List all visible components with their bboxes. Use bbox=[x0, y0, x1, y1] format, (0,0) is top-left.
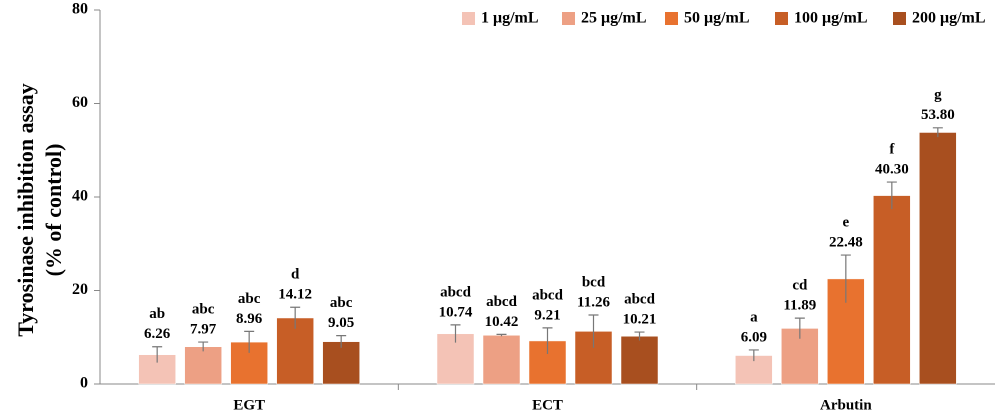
bar bbox=[873, 195, 911, 385]
legend-swatch bbox=[775, 12, 788, 25]
bar bbox=[276, 317, 314, 385]
error-bar bbox=[290, 306, 301, 329]
significance-letter: abcd bbox=[624, 291, 656, 307]
error-bar bbox=[244, 330, 255, 353]
value-label: 8.96 bbox=[236, 311, 263, 327]
value-label: 11.89 bbox=[783, 298, 816, 314]
error-bar bbox=[152, 346, 163, 363]
error-bar bbox=[198, 341, 209, 352]
legend-swatch bbox=[562, 12, 575, 25]
y-tick-label: 0 bbox=[80, 375, 88, 392]
legend-swatch bbox=[893, 12, 906, 25]
bar bbox=[322, 341, 360, 385]
bar bbox=[620, 336, 659, 385]
value-label: 7.97 bbox=[190, 322, 217, 338]
error-bar bbox=[634, 331, 645, 341]
y-axis-title: Tyrosinase inhibition assay bbox=[13, 83, 38, 336]
legend-swatch bbox=[462, 12, 475, 25]
error-bar bbox=[748, 349, 759, 362]
y-tick-label: 80 bbox=[72, 1, 88, 18]
y-axis-title: (% of control) bbox=[41, 144, 66, 277]
significance-letter: abc bbox=[238, 291, 261, 307]
error-bar bbox=[588, 314, 599, 348]
bar bbox=[919, 132, 957, 385]
significance-letter: d bbox=[291, 267, 300, 283]
error-bar bbox=[496, 333, 507, 337]
significance-letter: f bbox=[889, 141, 895, 157]
value-label: 9.21 bbox=[534, 307, 560, 323]
y-tick-label: 60 bbox=[72, 94, 88, 111]
significance-letter: g bbox=[934, 87, 942, 103]
value-label: 10.74 bbox=[439, 304, 473, 320]
value-label: 40.30 bbox=[875, 161, 909, 177]
significance-letter: abc bbox=[192, 302, 215, 318]
significance-letter: bcd bbox=[582, 274, 606, 290]
x-tick-label: ECT bbox=[532, 397, 563, 413]
value-label: 6.09 bbox=[741, 329, 767, 345]
error-bar bbox=[794, 317, 805, 339]
value-label: 11.26 bbox=[577, 294, 610, 310]
value-label: 14.12 bbox=[278, 287, 312, 303]
legend-label: 50 μg/mL bbox=[684, 10, 750, 27]
error-bar bbox=[840, 254, 851, 303]
x-tick-label: Arbutin bbox=[820, 397, 872, 413]
value-label: 22.48 bbox=[829, 235, 863, 251]
significance-letter: a bbox=[750, 309, 758, 325]
y-tick-label: 40 bbox=[72, 188, 88, 205]
significance-letter: abcd bbox=[486, 294, 518, 310]
legend-label: 100 μg/mL bbox=[794, 10, 868, 27]
y-tick-label: 20 bbox=[72, 281, 88, 298]
legend-swatch bbox=[665, 12, 678, 25]
error-bar bbox=[450, 324, 461, 343]
significance-letter: abc bbox=[330, 295, 353, 311]
value-label: 10.42 bbox=[485, 314, 519, 330]
error-bar bbox=[932, 127, 943, 138]
error-bar bbox=[886, 181, 897, 210]
value-label: 9.05 bbox=[328, 315, 354, 331]
legend-label: 1 μg/mL bbox=[481, 10, 539, 27]
value-label: 6.26 bbox=[144, 326, 171, 342]
error-bar bbox=[336, 335, 347, 348]
significance-letter: ab bbox=[149, 306, 165, 322]
error-bar bbox=[542, 327, 553, 355]
legend-label: 25 μg/mL bbox=[581, 10, 647, 27]
significance-letter: abcd bbox=[440, 284, 472, 300]
significance-letter: e bbox=[842, 215, 849, 231]
x-tick-label: EGT bbox=[233, 397, 265, 413]
bar bbox=[184, 346, 222, 385]
bar bbox=[482, 335, 521, 385]
significance-letter: cd bbox=[792, 278, 808, 294]
value-label: 53.80 bbox=[921, 107, 955, 123]
value-label: 10.21 bbox=[623, 311, 657, 327]
legend-label: 200 μg/mL bbox=[912, 10, 986, 27]
significance-letter: abcd bbox=[532, 287, 564, 303]
